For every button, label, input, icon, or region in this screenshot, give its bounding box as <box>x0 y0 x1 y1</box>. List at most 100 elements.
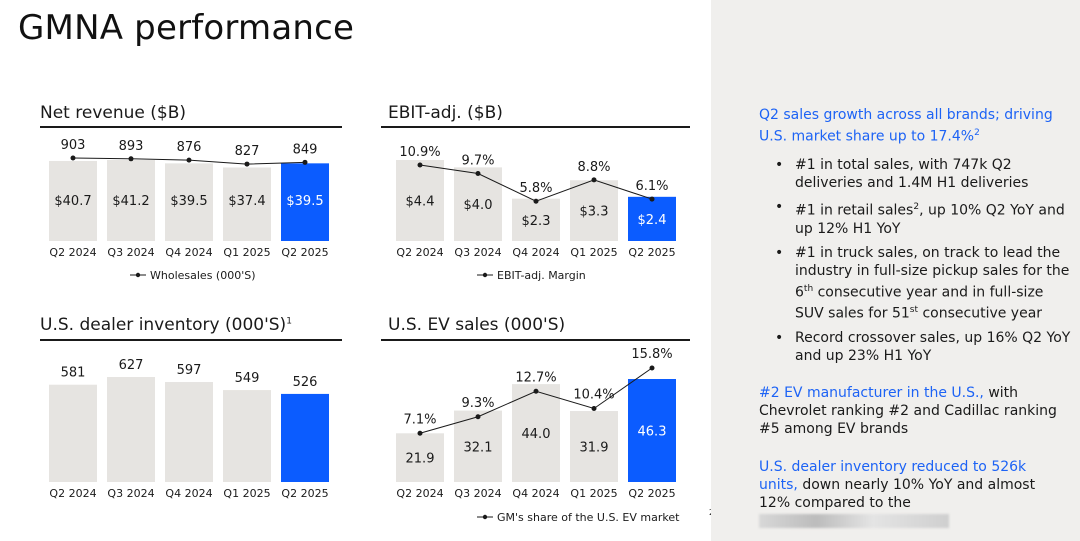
bar-value-label-3-4: 46.3 <box>638 425 667 440</box>
series-point-0-1 <box>128 156 134 162</box>
x-tick-label-0-3: Q1 2025 <box>223 246 270 259</box>
bar-value-label-0-4: $39.5 <box>286 194 323 209</box>
bar-3-3 <box>570 411 618 482</box>
series-label-0-0: 903 <box>61 138 86 153</box>
x-tick-label-1-0: Q2 2024 <box>396 246 443 259</box>
sidebar-panel: Q2 sales growth across all brands; drivi… <box>711 0 1080 541</box>
bar-value-label-3-3: 31.9 <box>580 441 609 456</box>
legend-label-0: Wholesales (000'S) <box>150 269 256 282</box>
series-label-1-3: 8.8% <box>577 160 610 175</box>
x-tick-label-0-1: Q3 2024 <box>107 246 154 259</box>
bar-value-label-1-2: $2.3 <box>522 214 551 229</box>
series-label-0-2: 876 <box>177 140 202 155</box>
series-point-3-2 <box>533 388 539 394</box>
sidebar-heading-sales: Q2 sales growth across all brands; drivi… <box>759 107 1053 145</box>
series-point-0-2 <box>186 157 192 163</box>
series-label-1-2: 5.8% <box>519 181 552 196</box>
sidebar-bullet-list: #1 in total sales, with 747k Q2 deliveri… <box>775 156 1075 371</box>
legend-label-1: EBIT-adj. Margin <box>497 269 586 282</box>
series-label-1-4: 6.1% <box>635 179 668 194</box>
bar-0-3 <box>223 167 271 241</box>
x-tick-label-0-0: Q2 2024 <box>49 246 96 259</box>
x-tick-label-0-2: Q4 2024 <box>165 246 212 259</box>
ebit-title: EBIT-adj. ($B) <box>388 103 503 123</box>
series-point-0-0 <box>70 155 76 161</box>
bar-value-label-3-2: 44.0 <box>522 427 551 442</box>
bar-value-label-0-0: $40.7 <box>54 194 91 209</box>
bar-1-1 <box>454 167 502 241</box>
legend-marker-0 <box>135 272 141 278</box>
ebit-rule <box>381 126 690 128</box>
bar-value-label-2-0: 581 <box>61 366 86 381</box>
bar-1-2 <box>512 198 560 241</box>
dealer-inventory-title: U.S. dealer inventory (000'S)1 <box>40 315 292 335</box>
bullet-total-sales: #1 in total sales, with 747k Q2 deliveri… <box>775 156 1075 192</box>
series-point-1-1 <box>475 171 481 177</box>
x-tick-label-3-0: Q2 2024 <box>396 487 443 500</box>
bar-value-label-0-2: $39.5 <box>170 194 207 209</box>
x-tick-label-2-2: Q4 2024 <box>165 487 212 500</box>
series-point-1-0 <box>417 162 423 168</box>
bar-value-label-1-1: $4.0 <box>464 198 493 213</box>
page-title: GMNA performance <box>18 8 355 48</box>
x-tick-label-3-3: Q1 2025 <box>570 487 617 500</box>
x-tick-label-3-1: Q3 2024 <box>454 487 501 500</box>
bullet-truck-sales: #1 in truck sales, on track to lead the … <box>775 244 1075 323</box>
bullet-retail-sales: #1 in retail sales2, up 10% Q2 YoY and u… <box>775 198 1075 238</box>
bar-0-0 <box>49 160 97 241</box>
bar-0-1 <box>107 160 155 241</box>
bullet-crossover-sales: Record crossover sales, up 16% Q2 YoY an… <box>775 329 1075 365</box>
bar-1-4 <box>628 196 676 241</box>
bar-3-4 <box>628 379 676 482</box>
bar-value-label-3-0: 21.9 <box>406 452 435 467</box>
bar-value-label-0-1: $41.2 <box>112 194 149 209</box>
series-point-3-3 <box>591 406 597 411</box>
bar-value-label-1-0: $4.4 <box>406 195 435 210</box>
series-point-0-3 <box>244 161 250 167</box>
bar-2-2 <box>165 382 213 482</box>
series-point-3-0 <box>417 430 423 436</box>
series-label-3-1: 9.3% <box>461 396 494 411</box>
bar-value-label-2-2: 597 <box>177 363 202 378</box>
bar-3-2 <box>512 384 560 482</box>
dealer-inventory-rule <box>40 339 342 341</box>
bar-1-0 <box>396 160 444 241</box>
sidebar-inventory-paragraph: U.S. dealer inventory reduced to 526k un… <box>759 458 1069 530</box>
x-tick-label-3-4: Q2 2025 <box>628 487 675 500</box>
series-point-0-4 <box>302 159 308 165</box>
x-tick-label-2-1: Q3 2024 <box>107 487 154 500</box>
legend-marker-3 <box>482 514 488 520</box>
bar-value-label-1-3: $3.3 <box>580 205 609 220</box>
x-tick-label-1-3: Q1 2025 <box>570 246 617 259</box>
bar-value-label-2-1: 627 <box>119 358 144 373</box>
ev-sales-rule <box>381 339 690 341</box>
series-label-0-1: 893 <box>119 139 144 154</box>
ev-sales-title: U.S. EV sales (000'S) <box>388 315 566 335</box>
bar-2-1 <box>107 377 155 482</box>
x-tick-label-2-4: Q2 2025 <box>281 487 328 500</box>
series-point-1-2 <box>533 198 539 204</box>
series-point-1-4 <box>649 196 655 202</box>
series-point-1-3 <box>591 177 597 183</box>
bar-1-3 <box>570 180 618 241</box>
bar-value-label-2-3: 549 <box>235 371 260 386</box>
bar-0-2 <box>165 163 213 241</box>
sidebar-ev-paragraph: #2 EV manufacturer in the U.S., with Che… <box>759 385 1057 437</box>
series-point-3-1 <box>475 414 481 420</box>
bar-3-1 <box>454 410 502 482</box>
series-label-0-4: 849 <box>293 142 318 157</box>
series-label-3-2: 12.7% <box>515 370 556 385</box>
bar-value-label-3-1: 32.1 <box>464 440 493 455</box>
series-label-3-0: 7.1% <box>403 412 436 427</box>
bar-3-0 <box>396 433 444 482</box>
x-tick-label-1-2: Q4 2024 <box>512 246 559 259</box>
x-tick-label-0-4: Q2 2025 <box>281 246 328 259</box>
bar-0-4 <box>281 163 329 241</box>
series-label-3-4: 15.8% <box>631 347 672 362</box>
x-tick-label-1-1: Q3 2024 <box>454 246 501 259</box>
bar-2-4 <box>281 393 329 482</box>
x-tick-label-3-2: Q4 2024 <box>512 487 559 500</box>
bar-value-label-2-4: 526 <box>293 375 318 390</box>
series-label-1-1: 9.7% <box>461 154 494 169</box>
series-label-1-0: 10.9% <box>399 145 440 160</box>
